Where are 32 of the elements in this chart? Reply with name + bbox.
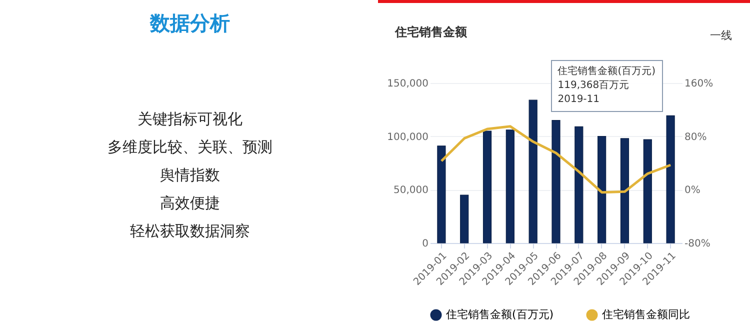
bar bbox=[643, 139, 652, 244]
chart-title: 住宅销售金额 bbox=[395, 25, 467, 39]
bar bbox=[460, 194, 469, 244]
text: 数据分析 bbox=[148, 10, 231, 37]
bar bbox=[666, 115, 675, 244]
legend-label: 住宅销售金额(百万元) bbox=[446, 308, 554, 321]
text: 多维度比较、关联、预测 bbox=[106, 137, 274, 158]
text: 舆情指数 bbox=[159, 165, 221, 186]
bar bbox=[506, 130, 514, 244]
y2-tick-label: 80% bbox=[684, 132, 707, 143]
text: 一线 bbox=[710, 28, 732, 43]
bar bbox=[574, 126, 584, 244]
bar bbox=[552, 120, 560, 244]
tooltip-box: 住宅销售金额(百万元) 119,368百万元 2019-11 bbox=[550, 60, 663, 112]
y2-tick-label: 160% bbox=[684, 78, 714, 90]
y2-tick-label: -80% bbox=[684, 238, 710, 250]
bar bbox=[482, 130, 492, 244]
y-tick-label: 0 bbox=[422, 238, 428, 250]
legend-label: 住宅销售金额同比 bbox=[602, 308, 690, 321]
line-series bbox=[440, 125, 672, 194]
y-tick-label: 100,000 bbox=[387, 132, 428, 143]
bar bbox=[437, 146, 446, 244]
y-tick-label: 50,000 bbox=[394, 185, 428, 196]
annotation: 住宅销售金额(百万元) 119,368百万元 2019-11 bbox=[558, 64, 656, 107]
bar bbox=[620, 138, 630, 244]
text: 关键指标可视化 bbox=[136, 109, 244, 130]
y2-tick-label: 0% bbox=[684, 185, 700, 196]
text: 高效便捷 bbox=[159, 193, 221, 214]
y-tick-label: 150,000 bbox=[387, 78, 428, 90]
bar bbox=[528, 100, 538, 244]
text: 轻松获取数据洞察 bbox=[129, 221, 251, 242]
bar bbox=[598, 136, 606, 244]
